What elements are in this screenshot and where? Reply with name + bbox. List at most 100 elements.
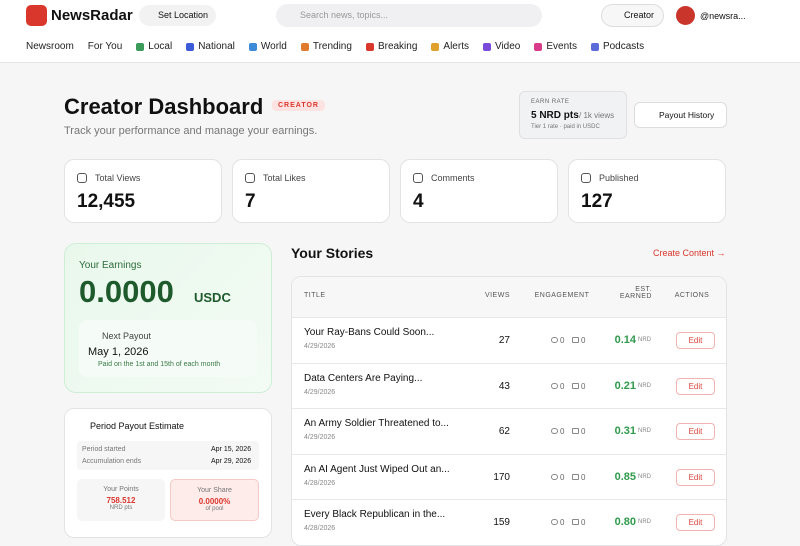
avatar[interactable] (676, 6, 695, 25)
logo[interactable]: NewsRadar (51, 7, 133, 24)
nav-icon (590, 42, 599, 51)
story-title[interactable]: Your Ray-Bans Could Soon... (304, 327, 435, 338)
nav-item[interactable]: Podcasts (590, 41, 645, 52)
column-header: TITLE (304, 292, 326, 299)
nav-item[interactable]: Trending (300, 41, 352, 52)
comment-icon (572, 519, 579, 525)
share-unit: of pool (205, 506, 224, 512)
nav-item[interactable]: Alerts (431, 41, 469, 52)
period-value: Apr 29, 2026 (211, 458, 252, 465)
story-title[interactable]: An AI Agent Just Wiped Out an... (304, 463, 450, 475)
nav-item[interactable]: Events (534, 41, 577, 52)
page: NewsRadar Set Location Search news, topi… (0, 4, 800, 546)
create-content-link[interactable]: Create Content → (653, 248, 726, 258)
story-title[interactable]: Every Black Republican in the... (304, 509, 446, 520)
story-comments: 0 (581, 427, 586, 436)
story-title[interactable]: Data Centers Are Paying... (304, 372, 423, 384)
creator-button[interactable]: Creator (601, 4, 664, 27)
like-icon (551, 473, 558, 480)
story-date: 4/29/2026 (304, 434, 336, 441)
story-views: 62 (498, 426, 510, 437)
edit-button[interactable]: Edit (676, 514, 715, 531)
stat-icon (245, 173, 255, 183)
story-likes: 0 (560, 427, 565, 436)
edit-button[interactable]: Edit (676, 332, 715, 349)
like-icon (551, 337, 558, 343)
nav-item[interactable]: National (186, 41, 235, 52)
edit-button[interactable]: Edit (676, 468, 715, 486)
story-earned: 0.85 (614, 470, 636, 483)
search[interactable]: Search news, topics... (276, 4, 542, 27)
stat-label: Published (599, 173, 639, 183)
nav-item[interactable]: Newsroom (26, 41, 74, 52)
nav-label[interactable]: Events (546, 41, 577, 52)
period-value: Apr 15, 2026 (211, 446, 252, 453)
stat-value: 12,455 (77, 191, 136, 212)
nav-item[interactable]: Local (136, 41, 172, 52)
nav-label[interactable]: Newsroom (26, 41, 74, 52)
page-title: Creator Dashboard (64, 94, 264, 119)
story-likes: 0 (560, 336, 565, 345)
story-earned-unit: NRD (638, 382, 651, 389)
location-button[interactable]: Set Location (139, 5, 217, 26)
stat-icon (581, 173, 591, 183)
story-earned: 0.21 (614, 379, 636, 392)
user[interactable]: @newsra... (700, 11, 746, 21)
payout-history-button[interactable]: Payout History (634, 102, 727, 128)
edit-button[interactable]: Edit (676, 377, 715, 395)
story-title[interactable]: An Army Soldier Threatened to... (304, 418, 449, 429)
nav-label[interactable]: World (260, 41, 287, 52)
earn-rate-note: Tier 1 rate · paid in USDC (531, 124, 600, 130)
share-value: 0.0000% (198, 497, 231, 506)
nav-icon (186, 42, 195, 51)
period-label: Period started (82, 446, 126, 453)
nav-item[interactable]: Video (482, 41, 521, 52)
column-header: ENGAGEMENT (534, 292, 590, 299)
badge: CREATOR (272, 100, 325, 111)
nav-label[interactable]: Podcasts (602, 41, 645, 52)
period-label: Accumulation ends (82, 458, 142, 465)
period-table (77, 441, 259, 470)
period-title: Period Payout Estimate (90, 421, 185, 431)
points-unit: NRD pts (109, 505, 133, 511)
next-payout-note: Paid on the 1st and 15th of each month (98, 361, 221, 368)
next-payout-date: May 1, 2026 (88, 346, 149, 358)
stat-value: 127 (581, 191, 613, 212)
share-box: Your Share 0.0000% of pool (170, 479, 259, 521)
nav-item[interactable]: For You (88, 41, 122, 52)
nav-label[interactable]: Alerts (443, 41, 469, 52)
nav-label[interactable]: For You (87, 41, 123, 52)
story-earned-unit: NRD (638, 519, 651, 525)
nav-label[interactable]: Breaking (377, 41, 418, 52)
subtitle: Track your performance and manage your e… (64, 125, 318, 137)
points-label: Your Points (103, 486, 139, 493)
earnings-label: Your Earnings (79, 260, 142, 271)
nav-item[interactable]: World (248, 41, 287, 52)
story-likes: 0 (560, 472, 565, 482)
story-earned: 0.31 (614, 425, 636, 437)
edit-button[interactable]: Edit (676, 423, 715, 440)
stat-icon (413, 173, 423, 183)
stat-card: Comments 4 (400, 159, 558, 223)
nav-icon (300, 42, 309, 51)
story-earned: 0.80 (614, 516, 636, 528)
nav-label[interactable]: Trending (312, 41, 352, 52)
nav-icon (248, 42, 257, 51)
points-value: 758.512 (106, 496, 136, 505)
comment-icon (572, 337, 579, 343)
nav-label[interactable]: National (198, 41, 235, 52)
story-earned: 0.14 (614, 334, 636, 346)
stat-card: Total Views 12,455 (64, 159, 222, 223)
stat-icon (77, 173, 87, 183)
stat-value: 4 (413, 191, 424, 212)
nav-icon (482, 42, 491, 51)
story-likes: 0 (560, 381, 565, 391)
nav-label[interactable]: Video (494, 41, 521, 52)
column-header: EST. EARNED (619, 286, 652, 300)
logo-icon[interactable] (26, 5, 47, 26)
story-date: 4/29/2026 (304, 388, 336, 396)
story-earned-unit: NRD (638, 337, 651, 343)
nav-item[interactable]: Breaking (365, 41, 418, 52)
comment-icon (572, 382, 579, 389)
nav-label[interactable]: Local (148, 41, 173, 52)
